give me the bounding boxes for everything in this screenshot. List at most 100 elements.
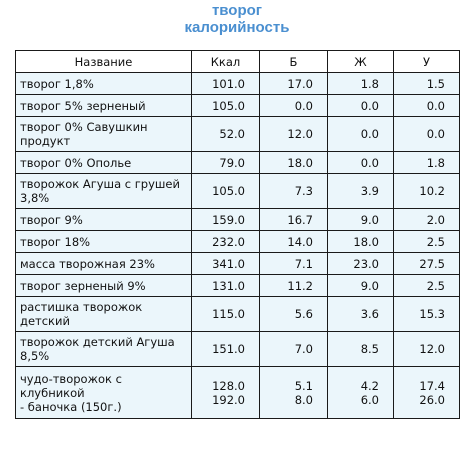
cell-name-line: 3,8% [20, 191, 50, 205]
cell-protein: 0.0 [259, 94, 328, 117]
cell-name-line: творог 18% [20, 234, 91, 249]
cell-kcal-line: 232.0 [212, 234, 245, 249]
cell-protein: 14.0 [259, 230, 328, 253]
cell-carbs-line: 1.5 [426, 76, 445, 91]
table-row: творожок Агуша с грушей 3,8% 105.0 7.3 3.9 10… [15, 173, 460, 209]
cell-protein-line: 7.3 [294, 184, 313, 198]
cell-carbs-line: 2.5 [426, 234, 445, 249]
cell-carbs-line: 2.5 [426, 278, 445, 293]
cell-protein: 12.0 [259, 116, 328, 152]
cell-name-line: продукт [20, 134, 71, 148]
cell-kcal-line: 159.0 [212, 212, 245, 227]
cell-name: творог 1,8% [15, 72, 192, 95]
cell-protein: 17.0 [259, 72, 328, 95]
cell-carbs: 10.2 [393, 173, 460, 209]
cell-kcal-line: 151.0 [212, 342, 245, 356]
calorie-table: Название Ккал Б Ж У творог 1,8% 101.0 17.0… [15, 50, 460, 419]
cell-protein: 7.3 [259, 173, 328, 209]
cell-kcal-line: 341.0 [212, 256, 245, 271]
table-row: творог 9% 159.0 16.7 9.0 2.0 [15, 208, 460, 231]
cell-protein: 16.7 [259, 208, 328, 231]
cell-name-line: - баночка (150г.) [20, 399, 122, 414]
cell-protein-line: 5.6 [294, 307, 313, 321]
cell-kcal: 128.0 192.0 [191, 366, 260, 419]
table-row: творог 0% Савушкин продукт 52.0 12.0 0.0 0.0 [15, 116, 460, 152]
table-body: творог 1,8% 101.0 17.0 1.8 1.5 творог 5% зерн… [15, 72, 460, 419]
cell-protein-line: 7.1 [294, 256, 313, 271]
cell-name: творожок детский Агуша 8,5% [15, 331, 192, 367]
cell-kcal: 341.0 [191, 252, 260, 275]
header-fat: Ж [327, 50, 394, 73]
cell-name: масса творожная 23% [15, 252, 192, 275]
cell-protein: 7.0 [259, 331, 328, 367]
cell-kcal-line: 128.0 [212, 378, 245, 393]
cell-fat-line: 18.0 [353, 234, 379, 249]
cell-fat-line: 0.0 [360, 127, 379, 141]
cell-fat-line: 0.0 [360, 98, 379, 113]
cell-name-line: творожок детский Агуша [20, 335, 175, 349]
cell-protein-line: 14.0 [287, 234, 313, 249]
table-row: творог зерненый 9% 131.0 11.2 9.0 2.5 [15, 274, 460, 297]
cell-protein-line: 8.0 [294, 392, 313, 407]
cell-fat-line: 6.0 [360, 392, 379, 407]
table-row: творог 0% Ополье 79.0 18.0 0.0 1.8 [15, 151, 460, 174]
cell-kcal-line: 131.0 [212, 278, 245, 293]
table-row: масса творожная 23% 341.0 7.1 23.0 27.5 [15, 252, 460, 275]
cell-carbs: 1.5 [393, 72, 460, 95]
cell-carbs: 17.4 26.0 [393, 366, 460, 419]
cell-fat-line: 9.0 [360, 278, 379, 293]
header-kcal: Ккал [191, 50, 260, 73]
cell-name-line: творог 5% зерненый [20, 98, 146, 113]
cell-protein: 5.6 [259, 296, 328, 332]
cell-protein-line: 7.0 [294, 342, 313, 356]
cell-fat-line: 1.8 [360, 76, 379, 91]
cell-name: творог 0% Савушкин продукт [15, 116, 192, 152]
cell-carbs: 1.8 [393, 151, 460, 174]
cell-kcal: 131.0 [191, 274, 260, 297]
cell-name-line: творог 1,8% [20, 76, 94, 91]
header-name: Название [15, 50, 192, 73]
cell-fat: 9.0 [327, 208, 394, 231]
cell-carbs-line: 0.0 [426, 98, 445, 113]
cell-name: чудо-творожок с клубникой - баночка (150г.… [15, 366, 192, 419]
cell-carbs-line: 10.2 [419, 184, 445, 198]
cell-protein: 11.2 [259, 274, 328, 297]
cell-carbs-line: 12.0 [419, 342, 445, 356]
cell-fat-line: 0.0 [360, 155, 379, 170]
cell-carbs: 2.0 [393, 208, 460, 231]
header-protein: Б [259, 50, 328, 73]
cell-kcal-line: 115.0 [212, 307, 245, 321]
cell-protein-line: 17.0 [287, 76, 313, 91]
cell-carbs: 2.5 [393, 274, 460, 297]
cell-kcal: 115.0 [191, 296, 260, 332]
cell-name: растишка творожок детский [15, 296, 192, 332]
cell-carbs-line: 0.0 [426, 127, 445, 141]
cell-carbs-line: 15.3 [419, 307, 445, 321]
cell-fat-line: 8.5 [360, 342, 379, 356]
cell-kcal: 232.0 [191, 230, 260, 253]
cell-kcal: 159.0 [191, 208, 260, 231]
cell-fat: 9.0 [327, 274, 394, 297]
cell-kcal-line: 105.0 [212, 184, 245, 198]
cell-name-line: творог 0% Савушкин [20, 120, 148, 134]
cell-kcal-line: 192.0 [212, 392, 245, 407]
cell-protein: 18.0 [259, 151, 328, 174]
cell-name: творог 5% зерненый [15, 94, 192, 117]
cell-fat: 4.2 6.0 [327, 366, 394, 419]
cell-kcal: 52.0 [191, 116, 260, 152]
cell-fat-line: 3.6 [360, 307, 379, 321]
cell-protein-line: 5.1 [294, 378, 313, 393]
cell-protein-line: 0.0 [294, 98, 313, 113]
cell-carbs: 2.5 [393, 230, 460, 253]
table-row: творог 18% 232.0 14.0 18.0 2.5 [15, 230, 460, 253]
cell-name-line: чудо-творожок с [20, 371, 122, 386]
cell-fat-line: 23.0 [353, 256, 379, 271]
cell-fat-line: 4.2 [360, 378, 379, 393]
cell-name: творожок Агуша с грушей 3,8% [15, 173, 192, 209]
cell-name: творог 9% [15, 208, 192, 231]
table-row: творог 5% зерненый 105.0 0.0 0.0 0.0 [15, 94, 460, 117]
cell-fat: 23.0 [327, 252, 394, 275]
cell-carbs: 0.0 [393, 116, 460, 152]
table-row: чудо-творожок с клубникой - баночка (150г.… [15, 366, 460, 419]
